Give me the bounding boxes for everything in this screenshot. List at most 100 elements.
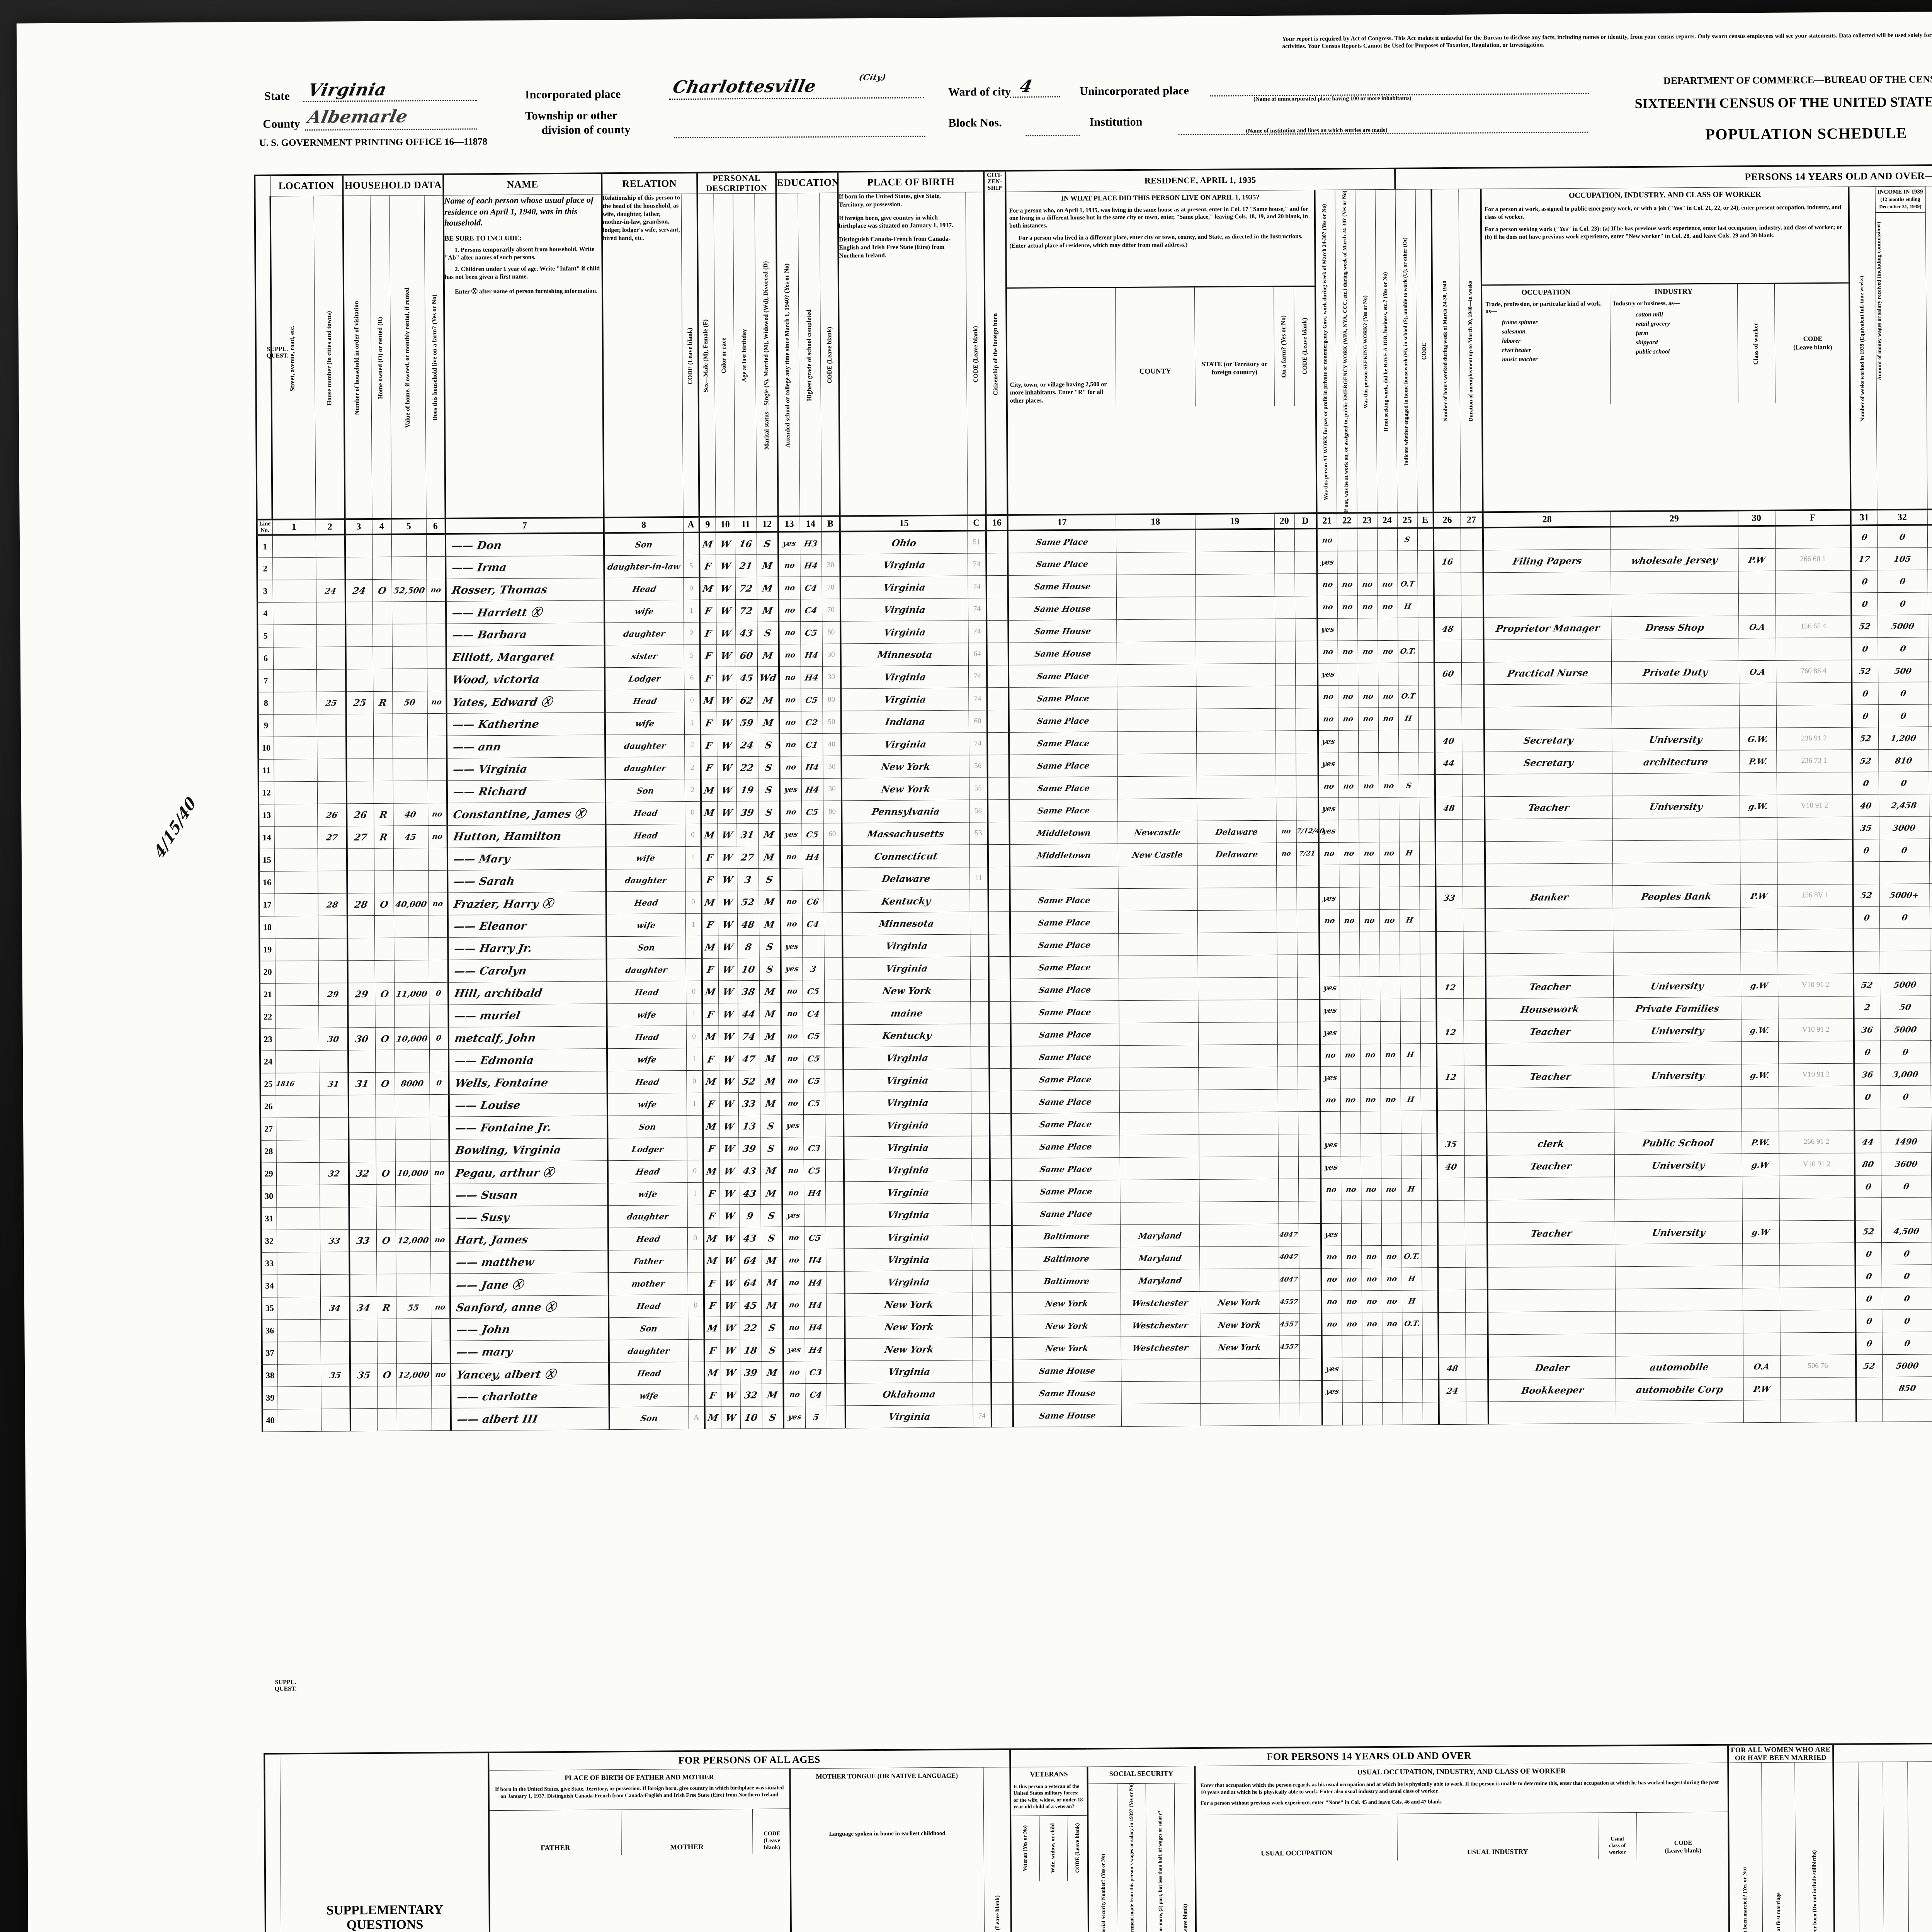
cell-own[interactable] [372,646,392,669]
cell-occ[interactable] [1488,1401,1616,1424]
cell-codeE[interactable] [1417,550,1434,573]
cell-c33[interactable]: no [1929,749,1932,772]
cell-grade[interactable]: C2 [801,711,823,734]
cell-occ[interactable]: Bookkeeper [1488,1378,1616,1402]
cell-c22[interactable] [1342,1357,1362,1381]
cell-c26[interactable] [1436,954,1464,976]
cell-pob[interactable]: Virginia [840,620,968,644]
cell-c25[interactable]: O.T. [1401,1245,1422,1268]
cell-c32[interactable]: 105 [1877,547,1928,570]
cell-occ[interactable] [1486,1109,1614,1133]
cell-farm[interactable] [429,1094,449,1117]
cell-color[interactable]: W [718,1025,738,1048]
cell-pob[interactable]: Virginia [845,1405,973,1428]
cell-own[interactable]: R [374,825,393,849]
cell-pob[interactable]: New York [842,979,971,1002]
cell-c23[interactable]: no [1361,1178,1381,1201]
cell-c26[interactable] [1434,640,1462,663]
cell-c27[interactable] [1462,729,1485,752]
cell-name[interactable]: —— mary [450,1340,609,1364]
cell-res20[interactable] [1275,641,1295,664]
cell-codeE[interactable] [1419,842,1436,864]
cell-codeA[interactable]: 1 [686,1003,702,1026]
cell-codeF[interactable] [1778,996,1854,1019]
cell-class[interactable]: g.W. [1741,1019,1779,1042]
cell-ind[interactable] [1613,952,1741,975]
cell-house[interactable] [319,1139,349,1163]
cell-c32[interactable] [1881,1197,1932,1220]
cell-value[interactable] [392,624,427,646]
cell-c33[interactable]: no [1927,570,1932,592]
cell-codeF[interactable] [1778,1041,1854,1064]
cell-pob[interactable]: Minnesota [840,643,969,666]
cell-codeE[interactable] [1419,864,1436,887]
cell-pob[interactable]: Virginia [842,956,970,980]
cell-name[interactable]: Constantine, James Ⓧ [447,802,606,826]
cell-hh[interactable]: 32 [349,1162,376,1185]
cell-rel[interactable]: sister [604,645,684,668]
cell-c32[interactable]: 850 [1882,1376,1932,1400]
cell-rel[interactable]: Son [609,1317,688,1340]
cell-codeC[interactable]: 74 [968,553,986,576]
cell-hh[interactable]: 24 [345,579,372,602]
cell-c25[interactable] [1399,886,1420,910]
cell-c32[interactable]: 0 [1878,682,1929,705]
cell-ind[interactable]: automobile [1616,1355,1743,1379]
cell-age[interactable]: 45 [739,1294,762,1317]
cell-codeD[interactable] [1299,1291,1322,1313]
cell-grade[interactable]: C3 [804,1361,827,1384]
cell-hh[interactable] [349,1274,377,1297]
cell-hh[interactable] [346,714,374,736]
cell-codeF[interactable] [1777,929,1854,952]
cell-c27[interactable] [1462,841,1485,864]
cell-street[interactable] [276,1162,320,1185]
cell-c33[interactable]: no [1930,1040,1932,1063]
cell-c23[interactable]: no [1357,640,1378,663]
cell-codeF[interactable]: V10 91 2 [1778,973,1854,997]
cell-school[interactable]: no [779,644,801,667]
cell-value[interactable] [392,646,427,669]
cell-res20[interactable] [1278,1179,1299,1201]
cell-school[interactable]: no [780,890,802,913]
cell-hh[interactable] [345,646,373,669]
cell-codeE[interactable] [1418,640,1435,663]
cell-sex[interactable]: M [704,1249,720,1272]
cell-sex[interactable]: M [700,689,717,712]
cell-occ[interactable] [1484,773,1612,797]
cell-c27[interactable] [1465,1334,1488,1357]
cell-res20[interactable]: 4047 [1279,1246,1299,1269]
cell-codeA[interactable] [688,1362,705,1384]
cell-c27[interactable] [1466,1401,1489,1425]
cell-c26[interactable]: 40 [1435,730,1462,752]
cell-c25[interactable]: O.T [1398,685,1418,708]
cell-name[interactable]: —— Harry Jr. [448,936,607,960]
cell-grade[interactable]: H4 [800,666,823,689]
cell-color[interactable]: W [718,891,737,913]
cell-street[interactable] [272,580,316,602]
cell-sex[interactable]: F [701,734,717,757]
cell-sex[interactable]: F [702,1003,719,1026]
cell-codeB[interactable] [825,1114,844,1137]
cell-codeA[interactable]: 1 [683,600,700,622]
cell-farm[interactable]: no [430,1229,450,1252]
cell-name[interactable]: —— Edmonia [449,1048,607,1072]
cell-cit[interactable] [989,1024,1011,1046]
cell-rel[interactable]: Lodger [607,1138,687,1161]
cell-c32[interactable]: 5000 [1880,1018,1931,1041]
cell-codeD[interactable] [1294,529,1317,551]
cell-res18[interactable] [1116,641,1196,665]
cell-c31[interactable] [1856,1377,1883,1400]
cell-street[interactable] [275,961,318,983]
cell-codeC[interactable]: 56 [969,755,988,777]
cell-grade[interactable]: H4 [804,1249,826,1272]
cell-res18[interactable] [1119,1000,1198,1023]
cell-c31[interactable]: 52 [1856,1354,1883,1377]
cell-c24[interactable]: no [1377,595,1398,618]
cell-ind[interactable]: University [1614,1153,1742,1177]
cell-codeA[interactable]: 0 [686,1070,703,1093]
cell-sex[interactable]: F [703,1137,719,1160]
cell-c32[interactable] [1879,928,1930,951]
cell-c23[interactable] [1357,663,1378,685]
cell-c21[interactable]: no [1317,641,1338,663]
cell-farm[interactable] [431,1408,451,1431]
